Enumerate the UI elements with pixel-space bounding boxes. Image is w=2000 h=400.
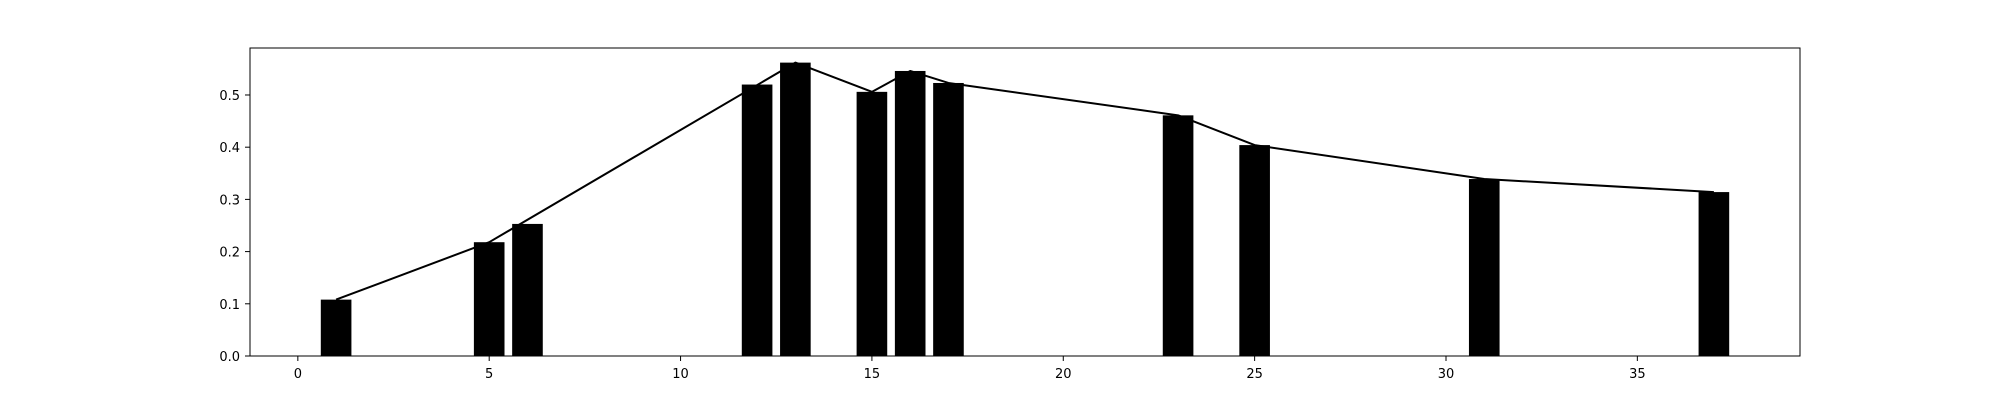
- plot-frame: [249, 47, 1801, 357]
- x-tick-label: 10: [672, 367, 689, 382]
- trend-line: [335, 61, 1714, 301]
- x-tick-label: 5: [485, 367, 493, 382]
- x-tick-label: 35: [1629, 367, 1646, 382]
- y-tick-label: 0.0: [219, 350, 240, 365]
- y-tick-label: 0.4: [219, 141, 240, 156]
- y-tick-label: 0.3: [219, 193, 240, 208]
- x-axis: 0 5 10 15 20 25 30 35: [294, 356, 1646, 382]
- x-tick-label: 30: [1438, 367, 1455, 382]
- x-tick-label: 25: [1246, 367, 1263, 382]
- bar: [1468, 179, 1500, 356]
- bar: [1239, 145, 1270, 356]
- x-tick-label: 15: [864, 367, 881, 382]
- bar: [473, 242, 505, 356]
- bar: [1162, 115, 1194, 356]
- bar: [780, 62, 811, 357]
- bar: [856, 91, 888, 357]
- y-axis: 0.0 0.1 0.2 0.3 0.4 0.5: [219, 89, 250, 365]
- y-tick-label: 0.2: [219, 246, 240, 261]
- bar: [933, 82, 964, 357]
- bar: [320, 299, 352, 356]
- y-tick-label: 0.1: [219, 298, 240, 313]
- bar: [1698, 192, 1730, 356]
- y-tick-label: 0.5: [219, 89, 240, 104]
- bars-group: [320, 62, 1730, 357]
- x-tick-label: 20: [1055, 367, 1072, 382]
- bar: [894, 70, 926, 357]
- trend-line-group: [335, 61, 1714, 301]
- bar: [741, 84, 773, 357]
- x-tick-label: 0: [294, 367, 302, 382]
- bar: [512, 223, 543, 356]
